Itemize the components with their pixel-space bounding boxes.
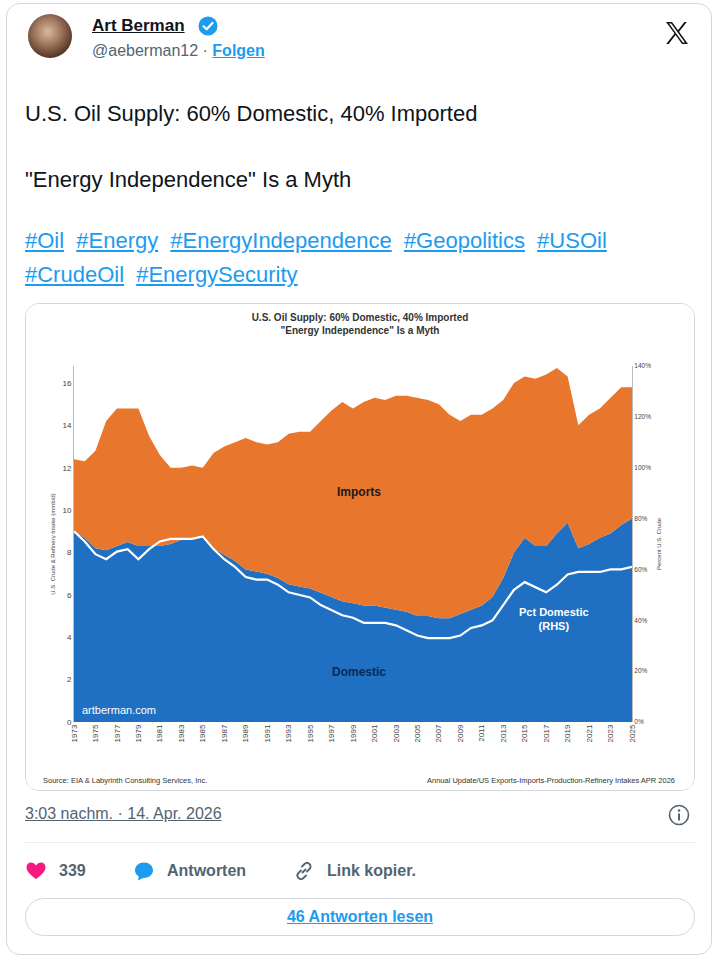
svg-text:U.S. Crude & Refinery Intake (: U.S. Crude & Refinery Intake (mmb/d): [50, 493, 56, 594]
svg-text:12: 12: [62, 464, 71, 473]
svg-text:2025: 2025: [628, 724, 637, 742]
svg-text:0%: 0%: [634, 718, 644, 725]
svg-text:Domestic: Domestic: [332, 665, 386, 679]
svg-text:Percent U.S. Crude: Percent U.S. Crude: [656, 517, 662, 570]
svg-text:2009: 2009: [456, 724, 465, 742]
svg-text:80%: 80%: [634, 515, 647, 522]
svg-text:2015: 2015: [520, 724, 529, 742]
svg-text:2007: 2007: [434, 724, 443, 742]
svg-text:0: 0: [67, 718, 72, 727]
svg-text:40%: 40%: [634, 617, 647, 624]
svg-text:artberman.com: artberman.com: [82, 704, 156, 716]
html-text:U.S. Oil Supply: 60% Domestic,: U.S. Oil Supply: 60% Domestic, 40% Impor…: [25, 101, 478, 126]
svg-text:1979: 1979: [134, 724, 143, 742]
svg-text:2013: 2013: [499, 724, 508, 742]
html-text:3:03 nachm. · 14. Apr. 2026: 3:03 nachm. · 14. Apr. 2026: [25, 805, 222, 822]
svg-text:60%: 60%: [634, 566, 647, 573]
svg-text:2003: 2003: [392, 724, 401, 742]
svg-text:1993: 1993: [284, 724, 293, 742]
html-text:"Energy Independence" Is a Myt: "Energy Independence" Is a Myth: [25, 167, 352, 192]
svg-text:6: 6: [67, 591, 72, 600]
html-text:Link kopier.: Link kopier.: [327, 862, 416, 879]
svg-text:1987: 1987: [220, 724, 229, 742]
svg-text:2005: 2005: [413, 724, 422, 742]
html-text:339: 339: [59, 862, 86, 879]
svg-text:1991: 1991: [263, 724, 272, 742]
svg-text:2001: 2001: [370, 724, 379, 742]
svg-text:120%: 120%: [634, 413, 651, 420]
html-text:#CrudeOil: #CrudeOil: [25, 262, 124, 287]
html-text:#EnergySecurity: #EnergySecurity: [136, 262, 298, 287]
html-text:#USOil: #USOil: [537, 228, 607, 253]
svg-text:1989: 1989: [241, 724, 250, 742]
svg-text:1999: 1999: [349, 724, 358, 742]
svg-text:10: 10: [62, 506, 71, 515]
html-text:#Energy: #Energy: [76, 228, 159, 253]
svg-text:U.S. Oil Supply: 60% Domestic,: U.S. Oil Supply: 60% Domestic, 40% Impor…: [252, 312, 469, 336]
svg-text:4: 4: [67, 633, 72, 642]
svg-text:20%: 20%: [634, 667, 647, 674]
html-text:#Geopolitics: #Geopolitics: [403, 228, 525, 253]
svg-text:16: 16: [62, 379, 71, 388]
svg-text:Imports: Imports: [337, 485, 381, 499]
svg-text:14: 14: [62, 421, 71, 430]
svg-text:1995: 1995: [306, 724, 315, 742]
html-text:Art Berman: Art Berman: [92, 16, 185, 35]
svg-text:100%: 100%: [634, 464, 651, 471]
svg-text:2017: 2017: [542, 724, 551, 742]
svg-text:8: 8: [67, 548, 72, 557]
svg-text:Pct Domestic(RHS): Pct Domestic(RHS): [519, 606, 589, 632]
svg-text:2021: 2021: [585, 724, 594, 742]
html-text:@aeberman12 · Folgen: @aeberman12 · Folgen: [92, 42, 265, 59]
svg-text:Source: EIA & Labyrinth Consul: Source: EIA & Labyrinth Consulting Servi…: [43, 776, 207, 785]
svg-text:1975: 1975: [91, 724, 100, 742]
svg-text:2011: 2011: [477, 724, 486, 742]
svg-text:140%: 140%: [634, 362, 651, 369]
svg-text:2019: 2019: [563, 724, 572, 742]
html-text:46 Antworten lesen: 46 Antworten lesen: [286, 908, 433, 925]
svg-text:1977: 1977: [113, 724, 122, 742]
svg-text:Annual Update/US Exports-Impor: Annual Update/US Exports-Imports-Product…: [427, 776, 675, 785]
html-text:#EnergyIndependence: #EnergyIndependence: [170, 228, 392, 253]
svg-text:1983: 1983: [177, 724, 186, 742]
svg-text:2023: 2023: [606, 724, 615, 742]
svg-text:1997: 1997: [327, 724, 336, 742]
svg-text:1973: 1973: [70, 724, 79, 742]
html-text:#Oil: #Oil: [25, 228, 65, 253]
svg-text:1981: 1981: [155, 724, 164, 742]
svg-text:1985: 1985: [198, 724, 207, 742]
html-text:Antworten: Antworten: [167, 862, 247, 879]
svg-text:2: 2: [67, 675, 72, 684]
